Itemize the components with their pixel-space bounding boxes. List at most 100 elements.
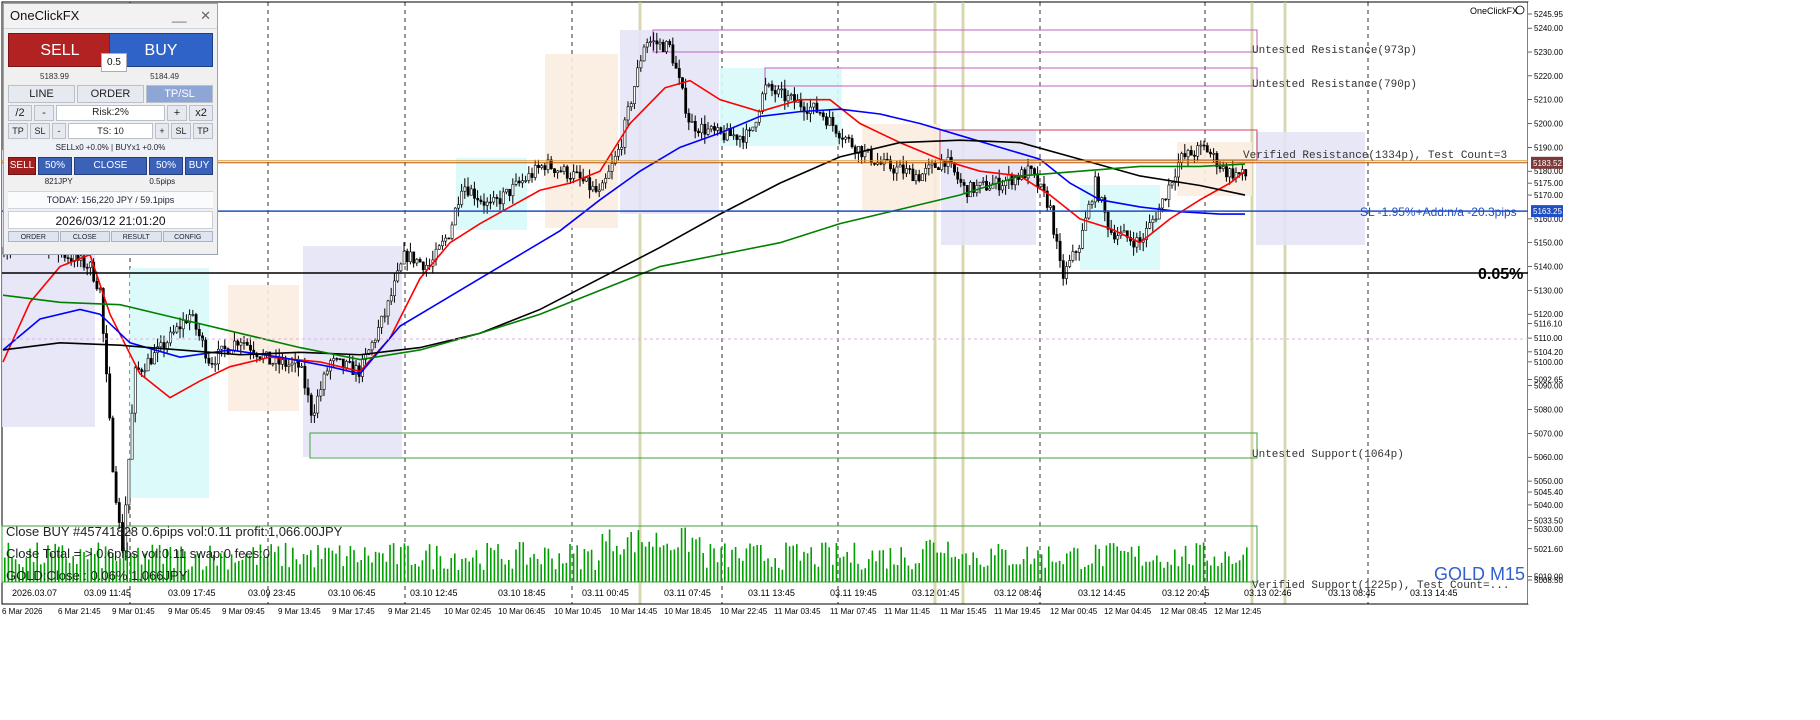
candle-body — [1029, 165, 1033, 169]
candle-body — [217, 348, 220, 365]
trailing-stop-field[interactable]: TS: 10 — [68, 123, 153, 139]
tab-line[interactable]: LINE — [8, 85, 75, 103]
candle-body — [1020, 169, 1024, 180]
candle-body — [367, 349, 371, 355]
today-summary: TODAY: 156,220 JPY / 59.1pips — [8, 191, 213, 209]
bottom-tab-config[interactable]: CONFIG — [162, 231, 213, 242]
settings-icon[interactable] — [1515, 5, 1525, 15]
candle-body — [1039, 183, 1043, 188]
double-lot-button[interactable]: x2 — [189, 105, 213, 121]
volume-bar — [616, 545, 618, 582]
volume-bar — [130, 552, 132, 582]
sell-button[interactable]: SELL — [8, 33, 112, 67]
candle-body — [620, 147, 624, 150]
ts-minus-button[interactable]: - — [52, 123, 66, 139]
close-all-button[interactable]: CLOSE — [74, 157, 147, 175]
candle-body — [146, 358, 150, 372]
session-box — [1080, 185, 1160, 270]
candle-body — [1148, 222, 1152, 229]
candle-body — [831, 116, 835, 126]
close-buy-button[interactable]: BUY — [185, 157, 213, 175]
candle-body — [108, 373, 112, 419]
close-half-sell-button[interactable]: 50% — [38, 157, 72, 175]
candle-body — [684, 87, 688, 114]
bottom-tab-close[interactable]: CLOSE — [59, 231, 110, 242]
candle-body — [1122, 230, 1126, 233]
tp-right-button[interactable]: TP — [193, 123, 213, 139]
candle-body — [578, 171, 582, 179]
close-half-buy-button[interactable]: 50% — [149, 157, 183, 175]
risk-field[interactable]: Risk:2% — [56, 105, 165, 121]
tp-left-button[interactable]: TP — [8, 123, 28, 139]
volume-bar — [245, 553, 247, 582]
volume-bar — [310, 550, 312, 582]
bottom-tab-result[interactable]: RESULT — [111, 231, 162, 242]
candle-body — [745, 129, 748, 143]
volume-bar — [1087, 564, 1090, 582]
volume-bar — [61, 545, 64, 582]
close-sell-button[interactable]: SELL — [8, 157, 36, 175]
price-tick-label: 5230.00 — [1534, 48, 1563, 57]
sl-right-button[interactable]: SL — [171, 123, 191, 139]
candle-body — [530, 173, 534, 178]
tab-order[interactable]: ORDER — [77, 85, 144, 103]
volume-bar — [299, 564, 301, 582]
minimize-icon[interactable]: __ — [172, 8, 187, 23]
candle-body — [700, 123, 704, 134]
volume-bar — [756, 545, 758, 582]
upper-time-label: 03.09 17:45 — [168, 588, 216, 598]
candle-body — [370, 342, 374, 351]
close-icon[interactable]: ✕ — [200, 8, 211, 23]
volume-bar — [360, 560, 362, 582]
price-tick-label: 5070.00 — [1534, 429, 1563, 438]
sl-left-button[interactable]: SL — [30, 123, 50, 139]
candle-body — [767, 84, 771, 86]
volume-bar — [191, 566, 193, 582]
volume-bar — [511, 568, 514, 582]
volume-bar — [1019, 564, 1021, 582]
volume-bar — [536, 558, 539, 582]
bottom-tab-order[interactable]: ORDER — [8, 231, 59, 242]
volume-bar — [936, 552, 938, 582]
candle-body — [815, 102, 819, 113]
volume-bar — [284, 543, 287, 582]
volume-bar — [918, 563, 920, 582]
candle-body — [66, 257, 70, 259]
risk-minus-button[interactable]: - — [34, 105, 54, 121]
candle-body — [738, 136, 742, 140]
volume-bar — [11, 557, 13, 582]
candle-body — [636, 67, 640, 87]
volume-bar — [889, 548, 892, 582]
volume-bar — [605, 541, 607, 582]
volume-bar — [374, 551, 377, 582]
half-lot-button[interactable]: /2 — [8, 105, 32, 121]
candle-body — [1052, 205, 1056, 235]
volume-bar — [389, 544, 391, 582]
volume-bar — [806, 553, 809, 582]
lower-time-label: 10 Mar 06:45 — [498, 607, 546, 616]
candle-body — [258, 356, 262, 359]
candle-body — [140, 369, 144, 372]
candle-body — [761, 93, 764, 112]
volume-bar — [364, 547, 366, 582]
candle-body — [933, 162, 937, 168]
volume-bar — [140, 564, 143, 582]
ts-plus-button[interactable]: + — [155, 123, 169, 139]
lower-time-label: 9 Mar 21:45 — [388, 607, 431, 616]
candle-body — [1116, 235, 1120, 240]
volume-bar — [666, 543, 668, 582]
volume-bar — [403, 543, 406, 582]
candle-body — [908, 168, 912, 170]
price-tick-label: 5220.00 — [1534, 72, 1563, 81]
volume-bar — [371, 562, 373, 582]
volume-bar — [1026, 546, 1028, 582]
volume-bar — [914, 563, 917, 582]
volume-bar — [601, 533, 604, 582]
tab-tpsl[interactable]: TP/SL — [146, 85, 213, 103]
volume-bar — [551, 558, 553, 582]
volume-bar — [104, 546, 107, 582]
candle-body — [732, 134, 736, 137]
volume-bar — [544, 547, 546, 582]
risk-plus-button[interactable]: + — [167, 105, 187, 121]
